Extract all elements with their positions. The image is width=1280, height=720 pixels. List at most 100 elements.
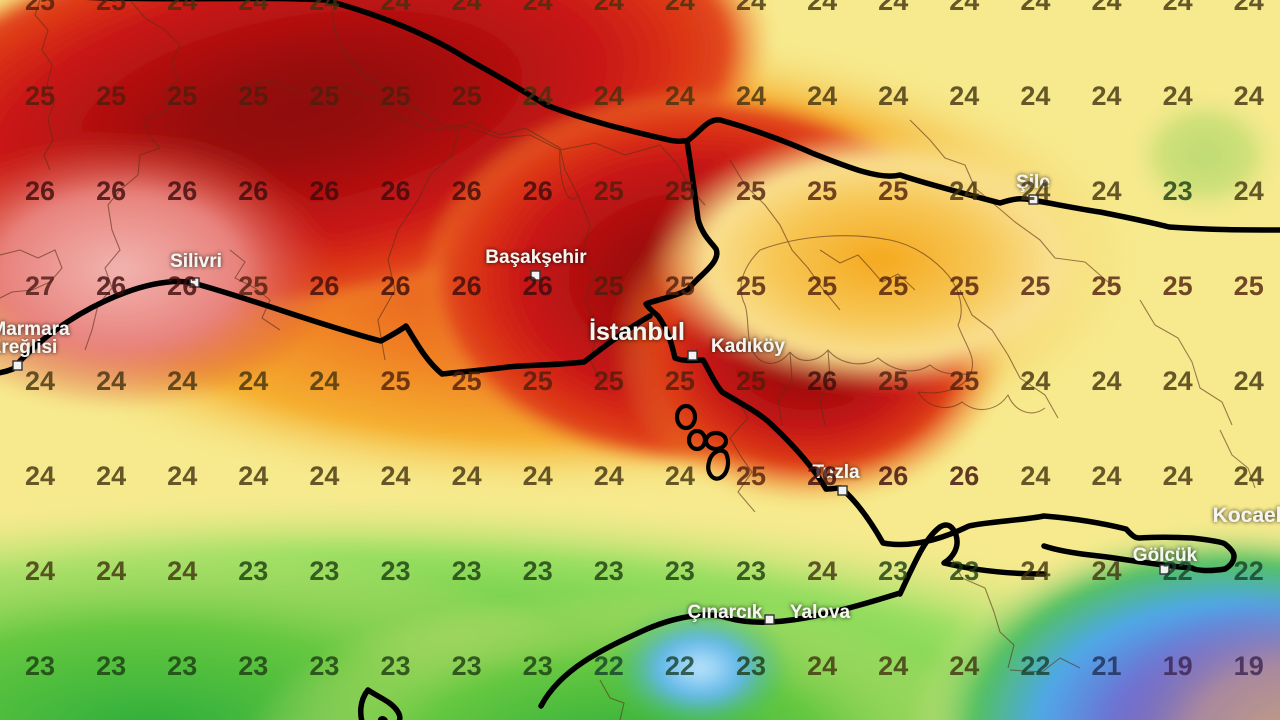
svg-text:25: 25 (949, 366, 979, 396)
svg-text:25: 25 (96, 81, 126, 111)
svg-text:25: 25 (736, 176, 766, 206)
svg-text:23: 23 (452, 651, 482, 681)
svg-text:24: 24 (1020, 556, 1050, 586)
svg-text:24: 24 (1020, 366, 1050, 396)
svg-text:24: 24 (949, 81, 979, 111)
svg-text:24: 24 (1020, 0, 1050, 16)
svg-text:25: 25 (807, 271, 837, 301)
svg-text:26: 26 (949, 461, 979, 491)
svg-text:24: 24 (1163, 81, 1193, 111)
svg-text:25: 25 (665, 366, 695, 396)
svg-text:25: 25 (309, 81, 339, 111)
svg-text:25: 25 (807, 176, 837, 206)
svg-text:25: 25 (1091, 271, 1121, 301)
svg-text:24: 24 (1020, 81, 1050, 111)
svg-text:24: 24 (96, 366, 126, 396)
svg-text:24: 24 (309, 0, 339, 16)
svg-text:23: 23 (380, 556, 410, 586)
svg-text:25: 25 (523, 366, 553, 396)
svg-text:25: 25 (452, 81, 482, 111)
svg-text:25: 25 (1234, 271, 1264, 301)
svg-text:25: 25 (452, 366, 482, 396)
svg-text:24: 24 (380, 0, 410, 16)
svg-text:24: 24 (1234, 0, 1264, 16)
svg-text:26: 26 (96, 271, 126, 301)
svg-text:23: 23 (380, 651, 410, 681)
svg-text:24: 24 (1163, 366, 1193, 396)
svg-text:24: 24 (167, 461, 197, 491)
svg-text:26: 26 (807, 461, 837, 491)
svg-text:22: 22 (594, 651, 624, 681)
svg-text:27: 27 (25, 271, 55, 301)
svg-text:26: 26 (309, 176, 339, 206)
svg-text:22: 22 (1234, 556, 1264, 586)
svg-text:23: 23 (96, 651, 126, 681)
svg-text:24: 24 (949, 176, 979, 206)
svg-text:23: 23 (238, 556, 268, 586)
svg-text:24: 24 (1091, 461, 1121, 491)
svg-text:24: 24 (238, 0, 268, 16)
svg-text:23: 23 (25, 651, 55, 681)
svg-text:23: 23 (452, 556, 482, 586)
svg-text:25: 25 (665, 271, 695, 301)
svg-text:26: 26 (523, 271, 553, 301)
svg-text:25: 25 (878, 176, 908, 206)
svg-text:23: 23 (309, 651, 339, 681)
svg-text:24: 24 (1020, 461, 1050, 491)
svg-text:24: 24 (25, 366, 55, 396)
svg-text:24: 24 (665, 81, 695, 111)
svg-text:23: 23 (736, 651, 766, 681)
svg-text:22: 22 (1163, 556, 1193, 586)
svg-text:24: 24 (96, 556, 126, 586)
svg-text:24: 24 (594, 81, 624, 111)
svg-text:24: 24 (807, 0, 837, 16)
svg-text:24: 24 (452, 0, 482, 16)
svg-text:24: 24 (665, 461, 695, 491)
svg-text:25: 25 (167, 81, 197, 111)
svg-text:23: 23 (523, 556, 553, 586)
svg-text:23: 23 (949, 556, 979, 586)
svg-text:24: 24 (1020, 176, 1050, 206)
svg-text:24: 24 (1091, 556, 1121, 586)
svg-text:24: 24 (309, 366, 339, 396)
svg-text:24: 24 (878, 0, 908, 16)
svg-text:25: 25 (736, 461, 766, 491)
svg-text:24: 24 (878, 81, 908, 111)
svg-text:25: 25 (594, 271, 624, 301)
svg-text:25: 25 (96, 0, 126, 16)
svg-text:26: 26 (452, 176, 482, 206)
svg-text:24: 24 (1091, 176, 1121, 206)
svg-text:25: 25 (949, 271, 979, 301)
svg-text:24: 24 (1091, 0, 1121, 16)
svg-text:26: 26 (238, 176, 268, 206)
svg-text:25: 25 (1020, 271, 1050, 301)
svg-text:26: 26 (380, 176, 410, 206)
svg-text:24: 24 (807, 556, 837, 586)
svg-text:26: 26 (309, 271, 339, 301)
svg-text:24: 24 (1234, 461, 1264, 491)
svg-text:25: 25 (238, 81, 268, 111)
svg-text:24: 24 (238, 461, 268, 491)
svg-text:24: 24 (949, 651, 979, 681)
svg-text:23: 23 (736, 556, 766, 586)
svg-text:23: 23 (238, 651, 268, 681)
svg-text:26: 26 (807, 366, 837, 396)
svg-text:24: 24 (949, 0, 979, 16)
svg-text:25: 25 (238, 271, 268, 301)
svg-text:23: 23 (523, 651, 553, 681)
svg-text:24: 24 (309, 461, 339, 491)
svg-text:26: 26 (878, 461, 908, 491)
svg-text:26: 26 (452, 271, 482, 301)
svg-text:26: 26 (96, 176, 126, 206)
svg-text:25: 25 (25, 0, 55, 16)
svg-text:24: 24 (665, 0, 695, 16)
svg-text:24: 24 (594, 0, 624, 16)
svg-text:25: 25 (878, 271, 908, 301)
svg-text:24: 24 (1091, 81, 1121, 111)
svg-text:25: 25 (736, 366, 766, 396)
svg-text:24: 24 (807, 651, 837, 681)
svg-text:25: 25 (594, 366, 624, 396)
svg-text:24: 24 (380, 461, 410, 491)
svg-text:24: 24 (523, 0, 553, 16)
svg-text:26: 26 (25, 176, 55, 206)
